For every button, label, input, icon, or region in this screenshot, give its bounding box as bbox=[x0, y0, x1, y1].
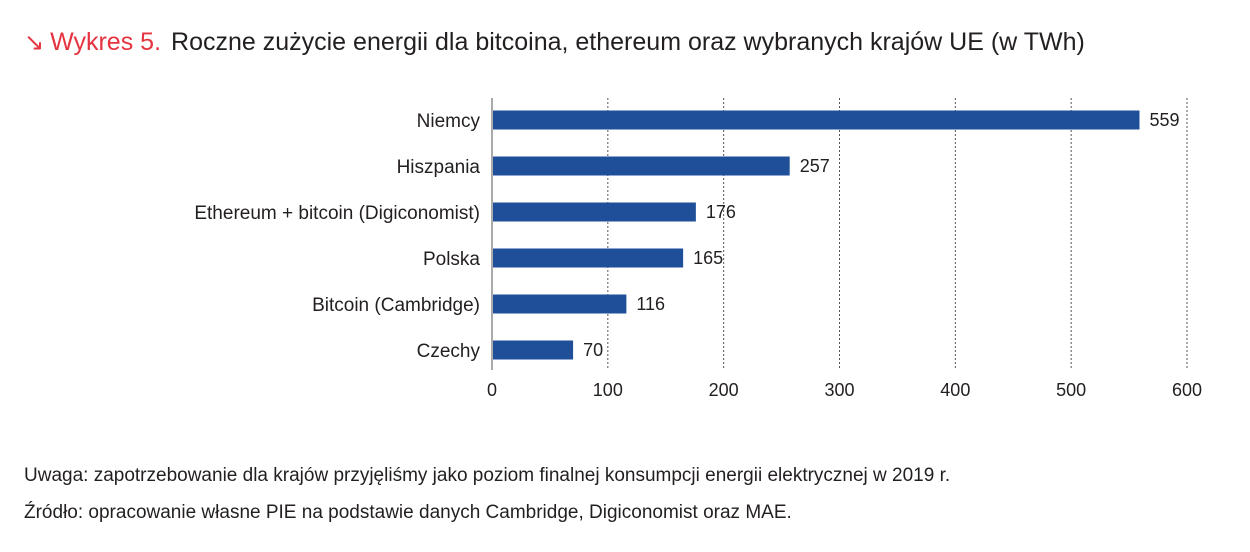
x-tick-label: 200 bbox=[709, 380, 739, 400]
category-label: Polska bbox=[423, 249, 480, 270]
category-label: Bitcoin (Cambridge) bbox=[312, 295, 480, 316]
figure-title: Roczne zużycie energii dla bitcoina, eth… bbox=[171, 28, 1085, 56]
x-tick-label: 500 bbox=[1056, 380, 1086, 400]
bar bbox=[493, 156, 790, 176]
data-label: 70 bbox=[583, 340, 603, 360]
x-tick-label: 100 bbox=[593, 380, 623, 400]
x-tick-label: 400 bbox=[940, 380, 970, 400]
chart-note: Uwaga: zapotrzebowanie dla krajów przyję… bbox=[24, 465, 951, 486]
category-label: Czechy bbox=[417, 341, 481, 362]
arrow-down-right-icon: ↘ bbox=[24, 29, 45, 56]
category-label: Ethereum + bitcoin (Digiconomist) bbox=[194, 203, 480, 224]
x-tick-label: 600 bbox=[1172, 380, 1202, 400]
figure-number: Wykres 5. bbox=[50, 28, 162, 56]
bar bbox=[493, 202, 696, 222]
bar bbox=[493, 248, 684, 268]
x-tick-label: 300 bbox=[824, 380, 854, 400]
category-label: Hiszpania bbox=[397, 157, 481, 178]
data-label: 165 bbox=[693, 248, 723, 268]
bar-chart: 0 100 200 300 400 500 600 Niemcy 559 Hiszpania 257… bbox=[194, 98, 1202, 400]
chart-title: ↘ Wykres 5. Roczne zużycie energii dla bit… bbox=[24, 26, 1085, 59]
bar bbox=[493, 294, 627, 314]
chart-source: Źródło: opracowanie własne PIE na podsta… bbox=[24, 502, 792, 523]
data-label: 116 bbox=[636, 294, 665, 314]
bar bbox=[493, 340, 574, 360]
bar bbox=[493, 110, 1140, 130]
data-label: 257 bbox=[800, 156, 830, 176]
data-label: 176 bbox=[706, 202, 736, 222]
x-tick-label: 0 bbox=[487, 380, 497, 400]
data-label: 559 bbox=[1150, 110, 1180, 130]
category-label: Niemcy bbox=[417, 111, 481, 132]
